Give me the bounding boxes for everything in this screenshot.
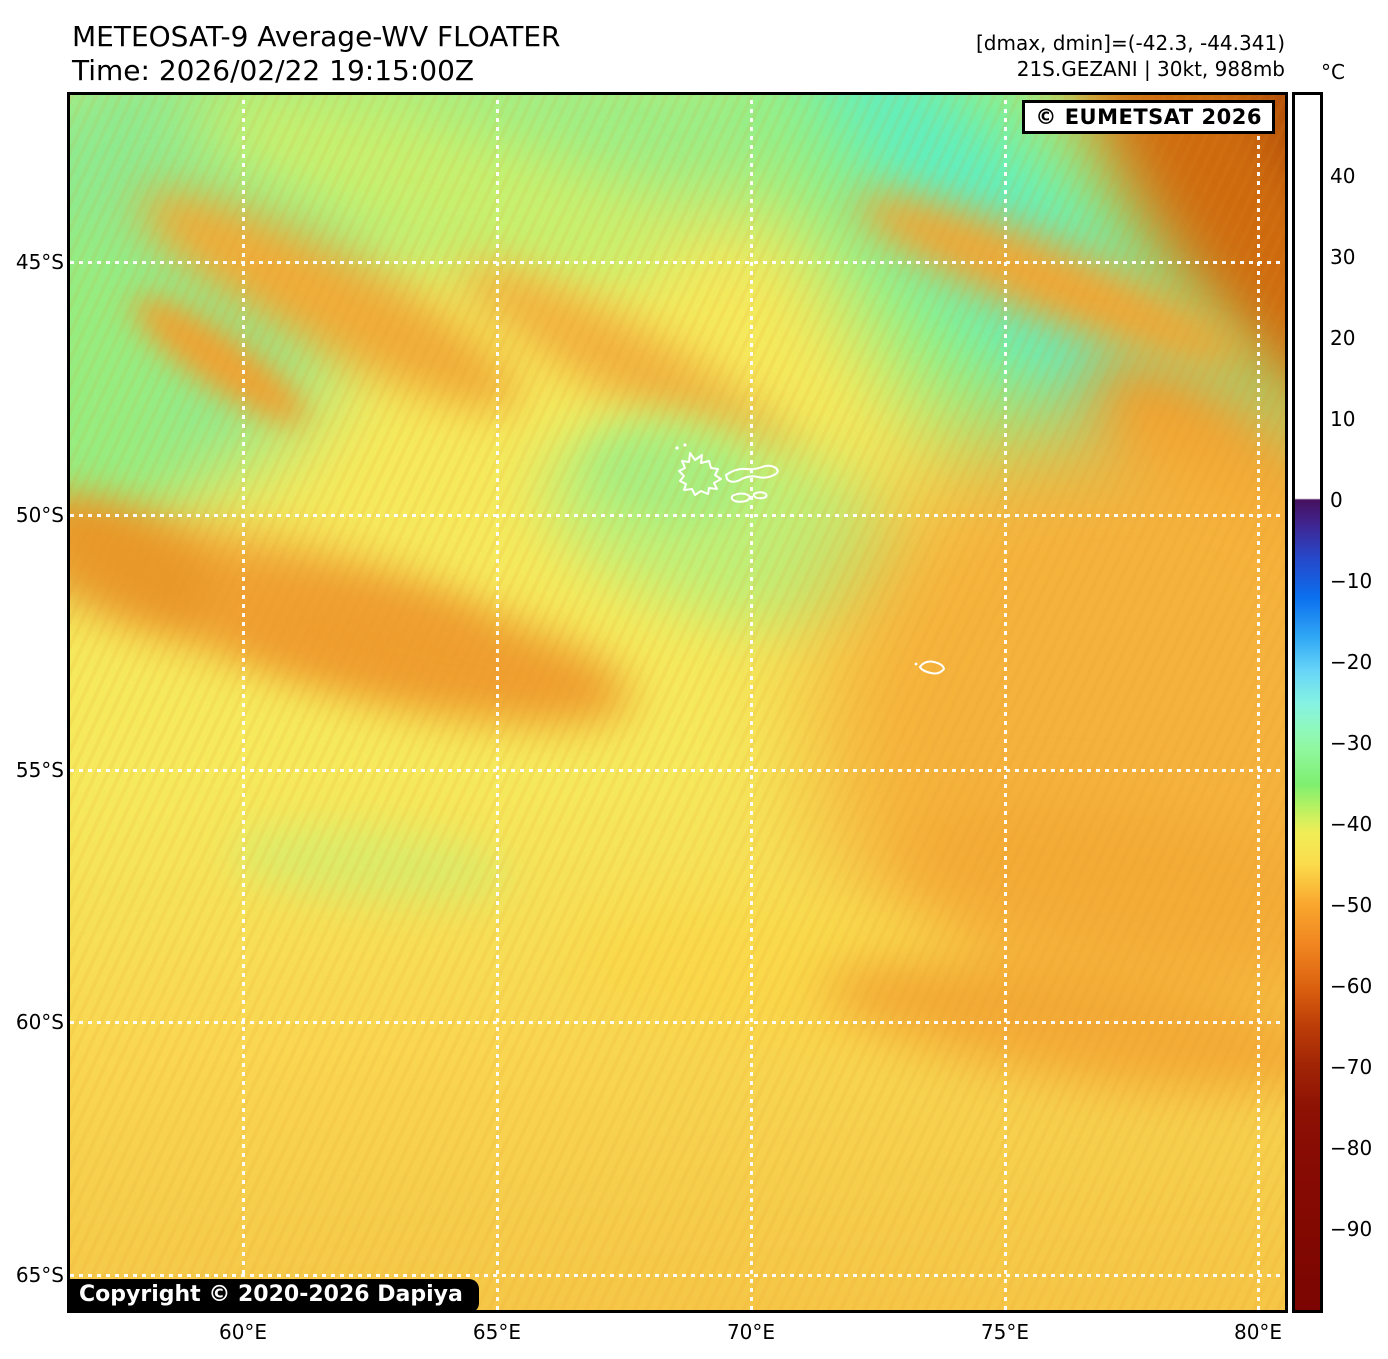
latitude-tick-label: 55°S [15,758,64,783]
colorbar-tick-label: −80 [1330,1136,1373,1160]
kerguelen-island-outline [675,443,779,503]
latitude-gridline [70,260,1285,264]
dapiya-copyright-badge: Copyright © 2020-2026 Dapiya [70,1279,479,1310]
colorbar-tick-labels: 40 30 20 10 0 −10 −20 −30 −40 −50 −60 −70 −80 −90 [1330,95,1388,1310]
longitude-gridline [242,95,246,1310]
latitude-tick-label: 60°S [15,1010,64,1035]
longitude-tick-label: 80°E [1233,1320,1283,1344]
figure-title: METEOSAT-9 Average-WV FLOATER [72,20,561,53]
colorbar-tick-label: −20 [1330,650,1373,674]
longitude-gridline [1003,95,1007,1310]
colorbar-tick-label: −60 [1330,974,1373,998]
colorbar-tick-label: −10 [1330,569,1373,593]
colorbar-tick-label: 10 [1330,407,1356,431]
latitude-axis: 45°S 50°S 55°S 60°S 65°S [0,95,64,1310]
latitude-gridline [70,769,1285,773]
longitude-tick-label: 75°E [980,1320,1029,1344]
header-left: METEOSAT-9 Average-WV FLOATER Time: 2026… [72,20,560,88]
satellite-wv-map: © EUMETSAT 2026 Copyright © 2020-2026 Da… [67,92,1288,1313]
latitude-gridline [70,1021,1285,1025]
colorbar-unit-label: °C [1321,60,1345,84]
eumetsat-copyright-badge: © EUMETSAT 2026 [1022,100,1275,134]
latitude-gridline [70,1274,1285,1277]
longitude-tick-label: 70°E [726,1320,776,1344]
colorbar-tick-label: 30 [1330,245,1356,269]
bottom-tint-overlay [70,95,1285,1310]
latitude-tick-label: 65°S [15,1263,64,1287]
colorbar-tick-label: −30 [1330,731,1373,755]
longitude-tick-label: 65°E [472,1320,521,1344]
longitude-gridline [495,95,499,1310]
longitude-gridline [750,95,753,1310]
latitude-tick-label: 50°S [15,503,64,528]
colorbar-tick-label: 0 [1330,488,1343,512]
header-right: [dmax, dmin]=(-42.3, -44.341) 21S.GEZANI… [976,30,1285,82]
latitude-gridline [70,514,1285,518]
colorbar-tick-label: 40 [1330,164,1356,188]
dmax-dmin-label: [dmax, dmin]=(-42.3, -44.341) [975,31,1285,55]
latitude-tick-label: 45°S [15,249,64,274]
colorbar [1292,92,1323,1313]
colorbar-tick-label: −40 [1330,812,1373,836]
heard-island-outline [914,660,945,675]
colorbar-tick-label: −90 [1330,1217,1373,1241]
colorbar-tick-label: 20 [1330,326,1356,350]
streak-texture-overlay [70,95,1285,1310]
colorbar-tick-label: −70 [1330,1055,1373,1079]
longitude-gridline [1257,95,1261,1310]
figure-timestamp: Time: 2026/02/22 19:15:00Z [72,54,475,87]
longitude-axis: 60°E 65°E 70°E 75°E 80°E [70,1320,1285,1348]
longitude-tick-label: 60°E [218,1320,268,1344]
colorbar-tick-label: −50 [1330,893,1373,917]
storm-info-label: 21S.GEZANI | 30kt, 988mb [1016,57,1285,81]
